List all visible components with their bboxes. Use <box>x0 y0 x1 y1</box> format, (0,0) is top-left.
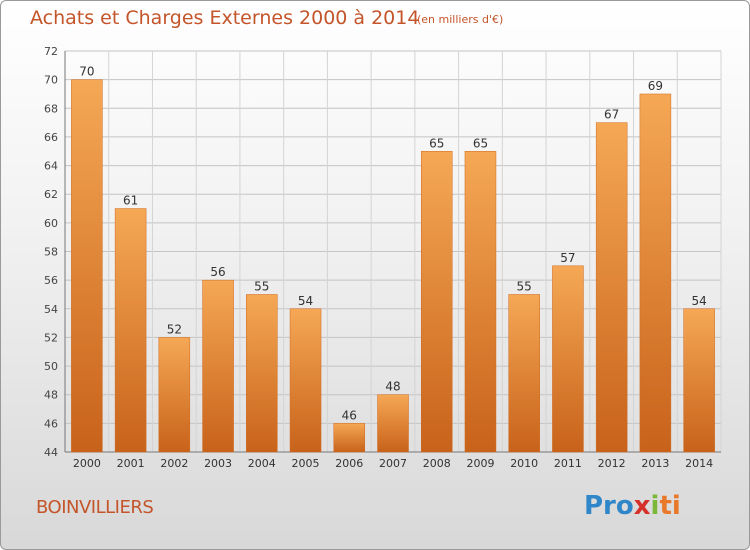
bars <box>71 79 715 453</box>
bar-value-label: 56 <box>210 265 225 279</box>
bar <box>377 394 409 453</box>
bar <box>114 208 147 453</box>
bar-value-label: 55 <box>517 279 532 293</box>
x-tick-label: 2002 <box>160 457 188 470</box>
bar-value-label: 67 <box>604 108 619 122</box>
bar-value-label: 61 <box>123 194 138 208</box>
y-tick-label: 62 <box>44 188 58 201</box>
y-tick-label: 56 <box>44 274 58 287</box>
y-tick-label: 48 <box>44 389 58 402</box>
y-tick-label: 64 <box>44 160 58 173</box>
x-tick-label: 2005 <box>292 457 320 470</box>
x-tick-label: 2012 <box>598 457 626 470</box>
y-tick-label: 70 <box>44 74 58 87</box>
bar <box>158 337 191 453</box>
x-tick-label: 2013 <box>641 457 669 470</box>
x-tick-label: 2009 <box>466 457 494 470</box>
y-tick-label: 72 <box>44 45 58 58</box>
y-tick-label: 52 <box>44 331 58 344</box>
y-tick-label: 60 <box>44 217 58 230</box>
y-tick-label: 54 <box>44 303 58 316</box>
bar <box>639 93 672 453</box>
x-tick-label: 2007 <box>379 457 407 470</box>
x-tick-label: 2010 <box>510 457 538 470</box>
bar <box>508 294 540 453</box>
bar <box>552 265 584 453</box>
bar <box>246 294 278 453</box>
bar <box>289 308 322 453</box>
bar-value-label: 48 <box>385 380 400 394</box>
y-tick-label: 44 <box>44 446 58 459</box>
logo-part-3: i <box>650 491 660 521</box>
x-tick-label: 2008 <box>423 457 451 470</box>
x-tick-label: 2011 <box>554 457 582 470</box>
y-tick-label: 50 <box>44 360 58 373</box>
x-tick-label: 2003 <box>204 457 232 470</box>
bar-value-label: 65 <box>429 136 444 150</box>
logo-part-4: ti <box>659 491 681 521</box>
y-tick-label: 68 <box>44 102 58 115</box>
bar-value-label: 69 <box>648 79 663 93</box>
bar-value-label: 57 <box>560 251 575 265</box>
x-tick-label: 2000 <box>73 457 101 470</box>
bar-value-label: 70 <box>79 65 94 79</box>
y-tick-label: 66 <box>44 131 58 144</box>
logo-part-2: x <box>633 491 651 521</box>
bar <box>333 423 366 453</box>
logo-part-1: Pro <box>584 491 634 521</box>
bar <box>202 279 234 453</box>
bar-value-label: 54 <box>691 294 706 308</box>
bar <box>595 122 628 453</box>
proxiti-logo[interactable]: Proxiti <box>584 491 681 521</box>
bar-value-label: 54 <box>298 294 313 308</box>
bar-value-label: 52 <box>167 322 182 336</box>
bar-value-label: 46 <box>342 408 357 422</box>
y-tick-label: 58 <box>44 246 58 259</box>
bar <box>683 308 715 453</box>
data-labels: 70 61 52 56 55 54 46 48 65 65 55 57 67 69 54 <box>79 65 707 423</box>
bar-value-label: 65 <box>473 136 488 150</box>
y-tick-label: 46 <box>44 417 58 430</box>
bar <box>420 151 453 453</box>
bar-value-label: 55 <box>254 279 269 293</box>
x-tick-label: 2006 <box>335 457 363 470</box>
bar <box>464 151 497 453</box>
x-tick-label: 2014 <box>685 457 713 470</box>
x-tick-label: 2004 <box>248 457 276 470</box>
bar <box>71 79 103 453</box>
commune-name: BOINVILLIERS <box>36 497 154 518</box>
chart-subtitle: (en milliers d'€) <box>417 13 504 26</box>
chart-title: Achats et Charges Externes 2000 à 2014 <box>30 7 420 29</box>
x-tick-label: 2001 <box>117 457 145 470</box>
